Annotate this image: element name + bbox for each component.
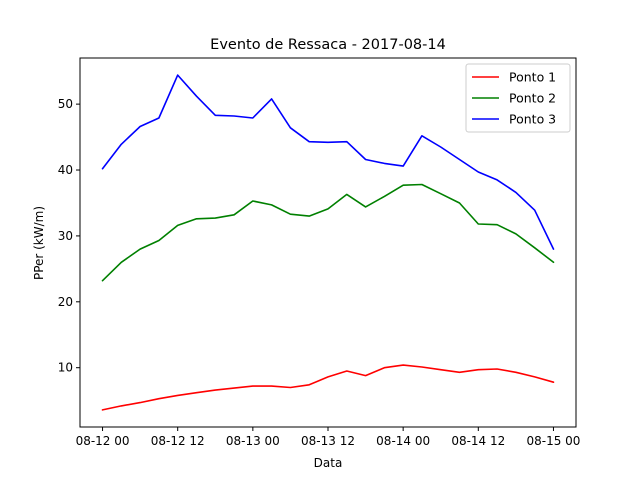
series-line-ponto-1 [101,364,555,411]
series-line-ponto-2 [101,183,555,282]
y-tick-label: 50 [58,97,73,111]
y-tick-label: 20 [58,295,73,309]
x-axis-label: Data [314,456,343,470]
y-tick-label: 40 [58,163,73,177]
legend-label: Ponto 1 [509,70,556,85]
legend: Ponto 1 Ponto 2 Ponto 3 [465,63,571,133]
legend-box [465,63,571,133]
x-tick-label: 08-14 00 [376,434,430,448]
legend-label: Ponto 3 [509,112,556,127]
x-tick-label: 08-14 12 [451,434,505,448]
x-tick-label: 08-13 00 [226,434,280,448]
x-tick-label: 08-12 00 [76,434,130,448]
series-line-ponto-3 [101,74,555,250]
x-tick-label: 08-15 00 [526,434,580,448]
x-tick-label: 08-12 12 [151,434,205,448]
y-tick-label: 10 [58,361,73,375]
chart-title: Evento de Ressaca - 2017-08-14 [210,37,446,53]
y-tick-label: 30 [58,229,73,243]
plot-area: 10 20 30 40 50 08-12 00 08-12 12 08-13 00 08-13 … [58,57,580,448]
y-axis-label: PPer (kW/m) [32,206,46,280]
legend-label: Ponto 2 [509,91,556,106]
x-tick-label: 08-13 12 [301,434,355,448]
